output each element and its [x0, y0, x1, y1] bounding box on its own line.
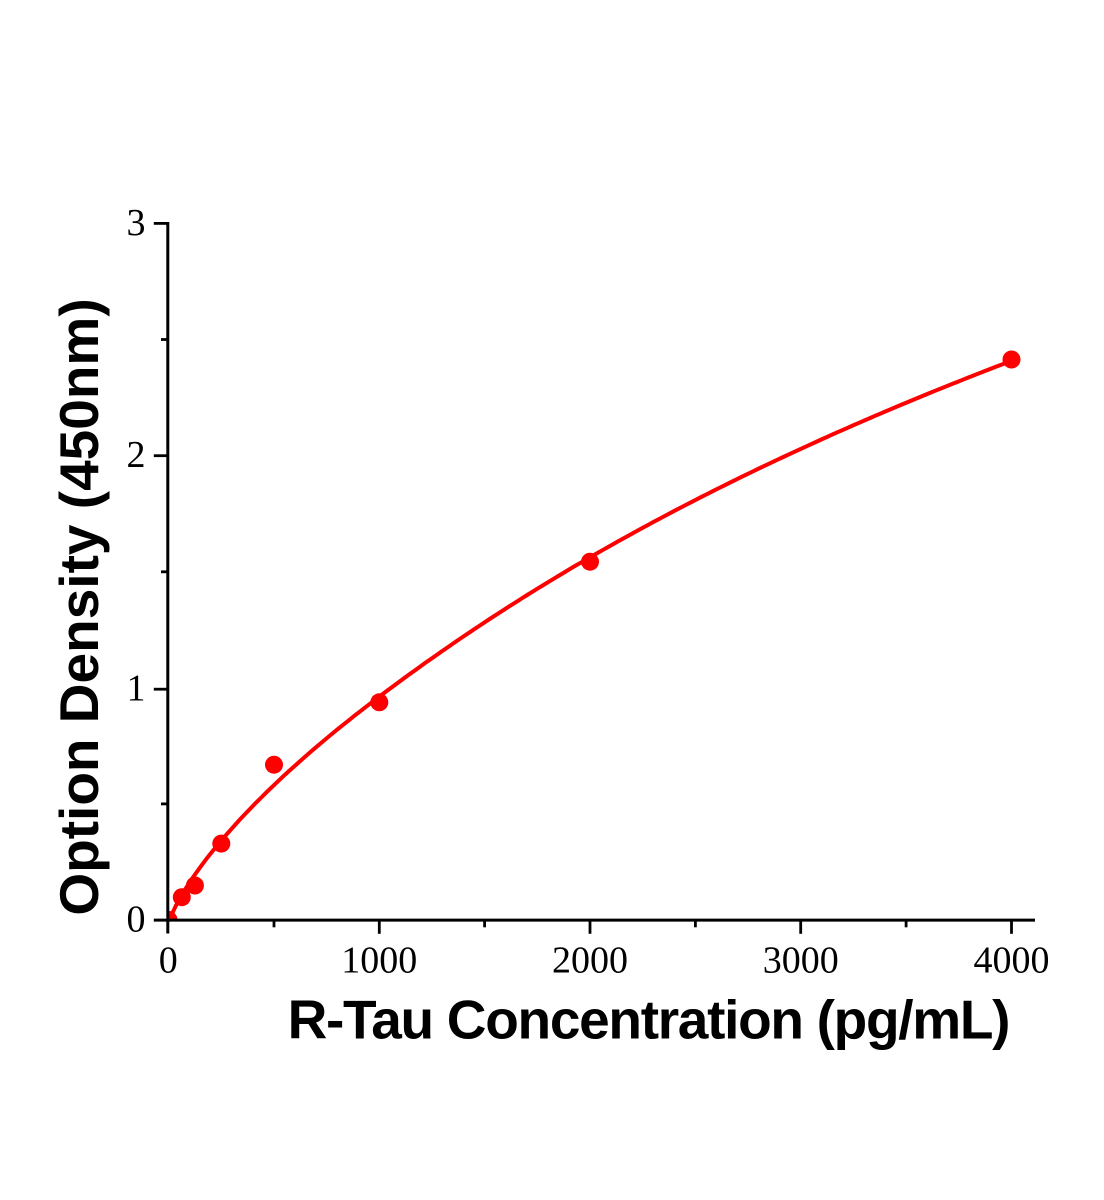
svg-text:3000: 3000 — [763, 939, 839, 981]
svg-text:2000: 2000 — [552, 939, 628, 981]
svg-text:0: 0 — [127, 899, 146, 941]
svg-text:0: 0 — [159, 939, 178, 981]
svg-text:R-Tau Concentration (pg/mL): R-Tau Concentration (pg/mL) — [288, 988, 1010, 1050]
svg-text:1: 1 — [127, 668, 146, 710]
svg-text:1000: 1000 — [341, 939, 417, 981]
svg-text:Option Density (450nm): Option Density (450nm) — [48, 298, 110, 915]
svg-text:2: 2 — [127, 434, 146, 476]
svg-text:3: 3 — [127, 202, 146, 244]
svg-text:4000: 4000 — [974, 939, 1050, 981]
